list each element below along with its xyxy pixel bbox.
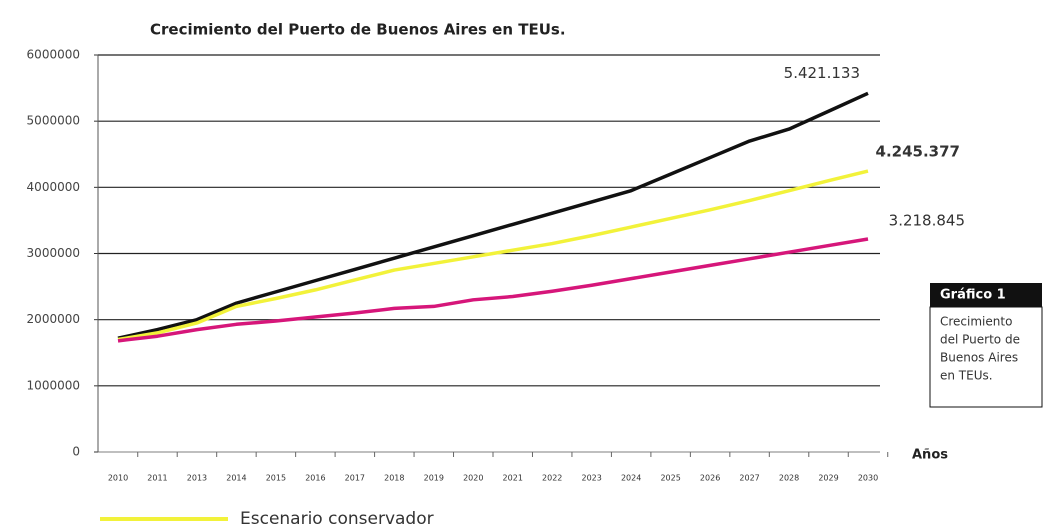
side-box-text: del Puerto de <box>940 333 1020 347</box>
x-tick-label: 2018 <box>384 474 404 483</box>
value-label: 3.218.845 <box>889 212 965 230</box>
x-tick-label: 2015 <box>266 474 286 483</box>
x-tick-label: 2024 <box>621 474 641 483</box>
series-line <box>117 91 869 340</box>
y-tick-label: 5000000 <box>27 114 80 128</box>
x-tick-label: 2028 <box>779 474 799 483</box>
x-tick-label: 2017 <box>345 474 365 483</box>
y-tick-label: 4000000 <box>27 180 80 194</box>
x-tick-label: 2026 <box>700 474 720 483</box>
x-tick-label: 2021 <box>503 474 523 483</box>
x-axis-label: Años <box>912 448 948 463</box>
x-tick-label: 2025 <box>660 474 680 483</box>
x-tick-label: 2016 <box>305 474 325 483</box>
x-tick-label: 2029 <box>818 474 838 483</box>
series-line <box>117 237 869 343</box>
y-tick-label: 6000000 <box>27 48 80 62</box>
value-label: 4.245.377 <box>876 143 960 161</box>
y-tick-label: 3000000 <box>27 246 80 260</box>
x-tick-label: 2019 <box>424 474 444 483</box>
x-tick-label: 2014 <box>226 474 246 483</box>
x-tick-label: 2023 <box>582 474 602 483</box>
side-box-text: Buenos Aires <box>940 351 1018 365</box>
x-tick-label: 2011 <box>147 474 167 483</box>
side-box-text: Crecimiento <box>940 315 1012 329</box>
x-tick-label: 2027 <box>739 474 759 483</box>
y-tick-label: 1000000 <box>27 378 80 392</box>
x-tick-label: 2020 <box>463 474 483 483</box>
side-box-text: en TEUs. <box>940 369 993 383</box>
side-box <box>929 306 1043 408</box>
x-tick-label: 2022 <box>542 474 562 483</box>
side-box-title: Gráfico 1 <box>940 288 1006 303</box>
x-tick-label: 2010 <box>108 474 128 483</box>
side-box-header <box>930 283 1042 307</box>
y-tick-label: 0 <box>72 445 80 459</box>
series-line <box>117 169 869 342</box>
value-label: 5.421.133 <box>784 64 860 82</box>
y-tick-label: 2000000 <box>27 312 80 326</box>
legend-label: Escenario conservador <box>240 509 434 529</box>
x-tick-label: 2030 <box>858 474 878 483</box>
chart-title: Crecimiento del Puerto de Buenos Aires e… <box>150 21 566 39</box>
x-tick-label: 2013 <box>187 474 207 483</box>
